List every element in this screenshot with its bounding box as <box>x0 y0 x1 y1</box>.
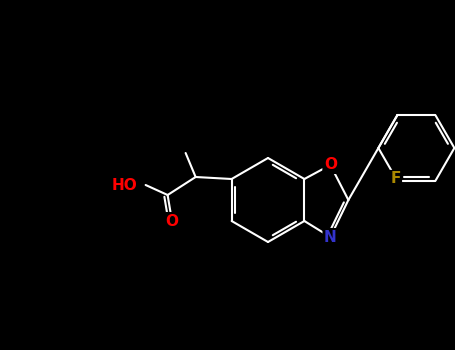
Text: N: N <box>324 230 337 245</box>
Text: O: O <box>165 214 178 229</box>
Text: O: O <box>324 158 337 173</box>
Text: HO: HO <box>112 177 137 192</box>
Text: F: F <box>390 172 400 187</box>
